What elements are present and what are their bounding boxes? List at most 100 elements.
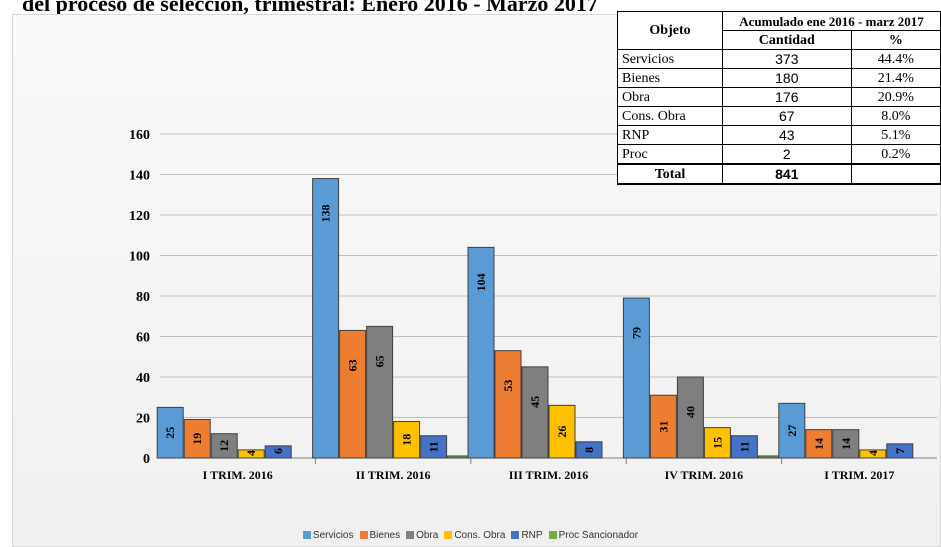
table-cell-cantidad: 373 [722, 49, 852, 69]
bar-data-label: 8 [582, 447, 596, 453]
bar-data-label: 53 [501, 380, 515, 392]
y-tick-label: 60 [136, 331, 150, 346]
y-tick-label: 0 [143, 452, 150, 467]
x-tick-label: I TRIM. 2016 [203, 468, 273, 482]
chart-legend: Servicios Bienes Obra Cons. Obra RNP Proc San… [0, 530, 941, 541]
table-header-group: Acumulado ene 2016 - marz 2017 [722, 11, 941, 31]
legend-item: Servicios [302, 530, 354, 541]
legend-label: Bienes [369, 530, 401, 541]
bar [467, 246, 495, 459]
y-tick-label: 40 [136, 371, 150, 386]
bar-data-label: 40 [683, 406, 697, 418]
legend-label: Obra [416, 530, 439, 541]
bar [183, 419, 211, 459]
bar [622, 297, 650, 459]
table-cell-pct: 44.4% [850, 49, 941, 69]
bar [548, 404, 576, 459]
bar-data-label: 27 [785, 425, 799, 437]
x-tick-label: II TRIM. 2016 [356, 468, 431, 482]
legend-swatch [511, 531, 520, 539]
bar [676, 376, 704, 459]
table-cell-pct: 20.9% [850, 87, 941, 107]
table-row: Bienes 180 21.4% [617, 68, 941, 88]
legend-swatch [406, 531, 415, 539]
table-row: Cons. Obra 67 8.0% [617, 106, 941, 126]
y-tick-label: 80 [136, 290, 150, 305]
bar-data-label: 138 [319, 205, 333, 223]
chart-title: del proceso de selección, trimestral: En… [22, 0, 598, 16]
bar-data-label: 104 [474, 273, 488, 291]
bar-data-label: 18 [400, 434, 414, 446]
table-cell-pct: 8.0% [850, 106, 941, 126]
table-header-pct: % [850, 30, 941, 50]
bar [703, 427, 731, 459]
table-cell-cantidad: 2 [722, 144, 852, 165]
y-tick-label: 20 [136, 412, 150, 427]
table-cell-objeto: RNP [617, 125, 723, 145]
table-cell-objeto: Servicios [617, 49, 723, 69]
bar-data-label: 14 [839, 438, 853, 450]
bar [393, 421, 421, 459]
table-row: RNP 43 5.1% [617, 125, 941, 145]
bar [805, 429, 833, 459]
legend-item: Proc Sancionador [548, 530, 639, 541]
bar-data-label: 15 [710, 437, 724, 449]
legend-label: Servicios [312, 530, 354, 541]
legend-label: RNP [521, 530, 543, 541]
bar [778, 402, 806, 459]
table-cell-cantidad: 67 [722, 106, 852, 126]
bar-data-label: 26 [555, 426, 569, 438]
table-row: Proc 2 0.2% [617, 144, 941, 165]
table-cell-pct: 0.2% [850, 144, 941, 165]
table-cell-objeto: Proc [617, 144, 723, 165]
legend-item: Cons. Obra [444, 530, 505, 541]
bar [494, 350, 522, 459]
bar [237, 449, 265, 459]
table-header-cantidad: Cantidad [722, 30, 852, 50]
table-total-empty [850, 163, 941, 185]
bar [366, 325, 394, 459]
legend-item: Obra [406, 530, 438, 541]
bar [264, 445, 292, 459]
bar-data-label: 19 [190, 433, 204, 445]
table-header-objeto: Objeto [617, 11, 723, 50]
bar [156, 406, 184, 459]
legend-swatch [302, 531, 311, 539]
bar-data-label: 65 [373, 355, 387, 367]
legend-swatch [444, 531, 453, 539]
bar [521, 366, 549, 459]
x-tick-label: III TRIM. 2016 [509, 468, 588, 482]
bar [339, 329, 367, 459]
bar-data-label: 14 [812, 438, 826, 450]
bar [210, 433, 238, 459]
bar-data-label: 11 [427, 441, 441, 452]
legend-item: RNP [511, 530, 543, 541]
bar-data-label: 7 [893, 448, 907, 454]
summary-table: Objeto Acumulado ene 2016 - marz 2017 Ca… [617, 11, 941, 185]
table-total-row: Total 841 [617, 163, 941, 185]
table-cell-objeto: Obra [617, 87, 723, 107]
table-cell-pct: 21.4% [850, 68, 941, 88]
bar-data-label: 63 [346, 359, 360, 371]
y-tick-label: 120 [129, 209, 150, 224]
legend-label: Cons. Obra [454, 530, 506, 541]
bar-data-label: 4 [866, 450, 880, 456]
bar [730, 435, 758, 459]
bar-data-label: 12 [217, 440, 231, 452]
bar [649, 394, 677, 459]
y-tick-label: 100 [129, 250, 150, 265]
table-total-value: 841 [722, 163, 852, 185]
legend-item: Bienes [359, 530, 401, 541]
table-total-label: Total [617, 163, 723, 185]
bar [832, 429, 860, 459]
bar-data-label: 11 [737, 441, 751, 452]
bar-data-label: 25 [163, 427, 177, 439]
legend-swatch [548, 531, 557, 539]
y-tick-label: 140 [129, 169, 150, 184]
bar-data-label: 45 [528, 396, 542, 408]
legend-label: Proc Sancionador [558, 530, 639, 541]
table-cell-pct: 5.1% [850, 125, 941, 145]
x-tick-label: I TRIM. 2017 [824, 468, 894, 482]
table-cell-cantidad: 180 [722, 68, 852, 88]
